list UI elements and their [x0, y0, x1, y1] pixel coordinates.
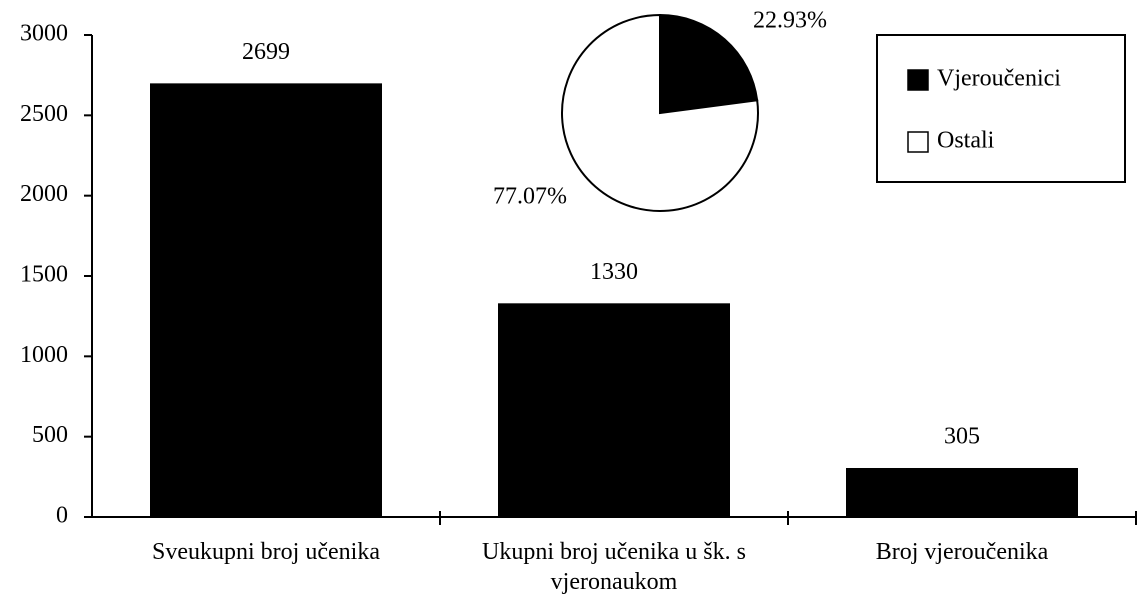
data-label: 1330	[590, 259, 638, 285]
bar	[846, 467, 1078, 517]
pie-label: 77.07%	[493, 184, 567, 210]
legend-box	[876, 34, 1126, 183]
legend-swatch	[907, 131, 929, 153]
y-tick-label: 500	[32, 422, 68, 448]
y-tick-label: 3000	[20, 21, 68, 47]
x-tick-label: Ukupni broj učenika u šk. s vjeronaukom	[482, 539, 746, 595]
bar	[498, 303, 730, 517]
pie-slice	[659, 13, 759, 115]
data-label: 305	[944, 423, 980, 449]
x-tick-label: Broj vjeroučenika	[875, 539, 1049, 565]
data-label: 2699	[242, 39, 290, 65]
y-tick-label: 1500	[20, 262, 68, 288]
pie-slice	[561, 13, 759, 212]
y-tick-label: 0	[56, 503, 68, 529]
bar	[150, 83, 382, 518]
legend-label: Vjeroučenici	[937, 66, 1061, 92]
legend-label: Ostali	[937, 128, 995, 154]
y-tick-label: 2500	[20, 101, 68, 127]
legend-swatch	[907, 69, 929, 91]
y-tick-label: 1000	[20, 342, 68, 368]
x-tick-label: Sveukupni broj učenika	[152, 539, 380, 565]
y-tick-label: 2000	[20, 181, 68, 207]
pie-label: 22.93%	[753, 8, 827, 34]
